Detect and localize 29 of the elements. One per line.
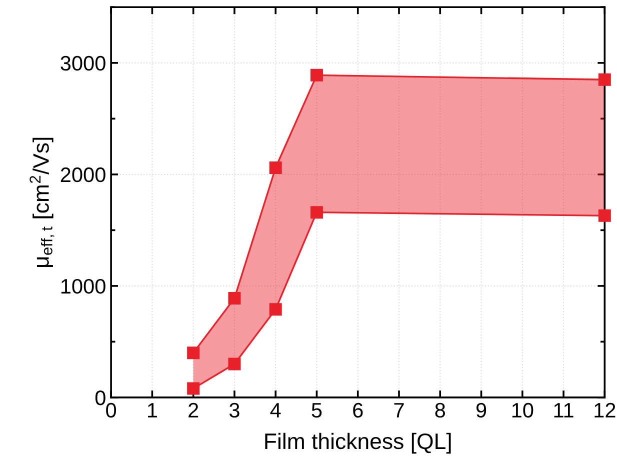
x-tick-label: 2 [188, 402, 198, 418]
point [598, 73, 611, 86]
y-tick-label: 2000 [60, 167, 106, 182]
point [269, 303, 282, 316]
point [187, 382, 200, 395]
point [187, 346, 200, 360]
x-tick-label: 0 [106, 402, 116, 418]
x-tick-label: 10 [512, 402, 534, 418]
x-tick-label: 7 [394, 403, 404, 418]
point [310, 206, 323, 219]
y-tick-label: 3000 [60, 56, 106, 71]
x-axis-title: Film thickness [QL] [265, 432, 451, 454]
x-tick-label: 5 [312, 403, 322, 418]
point [269, 161, 282, 174]
x-tick-label: 11 [554, 403, 574, 418]
x-tick-label: 4 [270, 403, 281, 418]
x-tick-label: 9 [476, 402, 486, 418]
y-axis-title: μ$_{eff,t}$ [cm$^{2}$/Vs] [30, 138, 54, 268]
point [598, 209, 611, 222]
point [310, 68, 323, 82]
x-tick-label: 3 [229, 402, 240, 418]
x-tick-label: 8 [435, 402, 446, 418]
x-tick-label: 1 [148, 403, 157, 418]
point [228, 292, 241, 304]
x-tick-label: 6 [353, 402, 363, 418]
point [228, 358, 241, 370]
x-tick-label: 12 [594, 402, 616, 418]
y-tick-label: 1000 [61, 278, 106, 294]
y-tick-label: 0 [95, 390, 106, 406]
